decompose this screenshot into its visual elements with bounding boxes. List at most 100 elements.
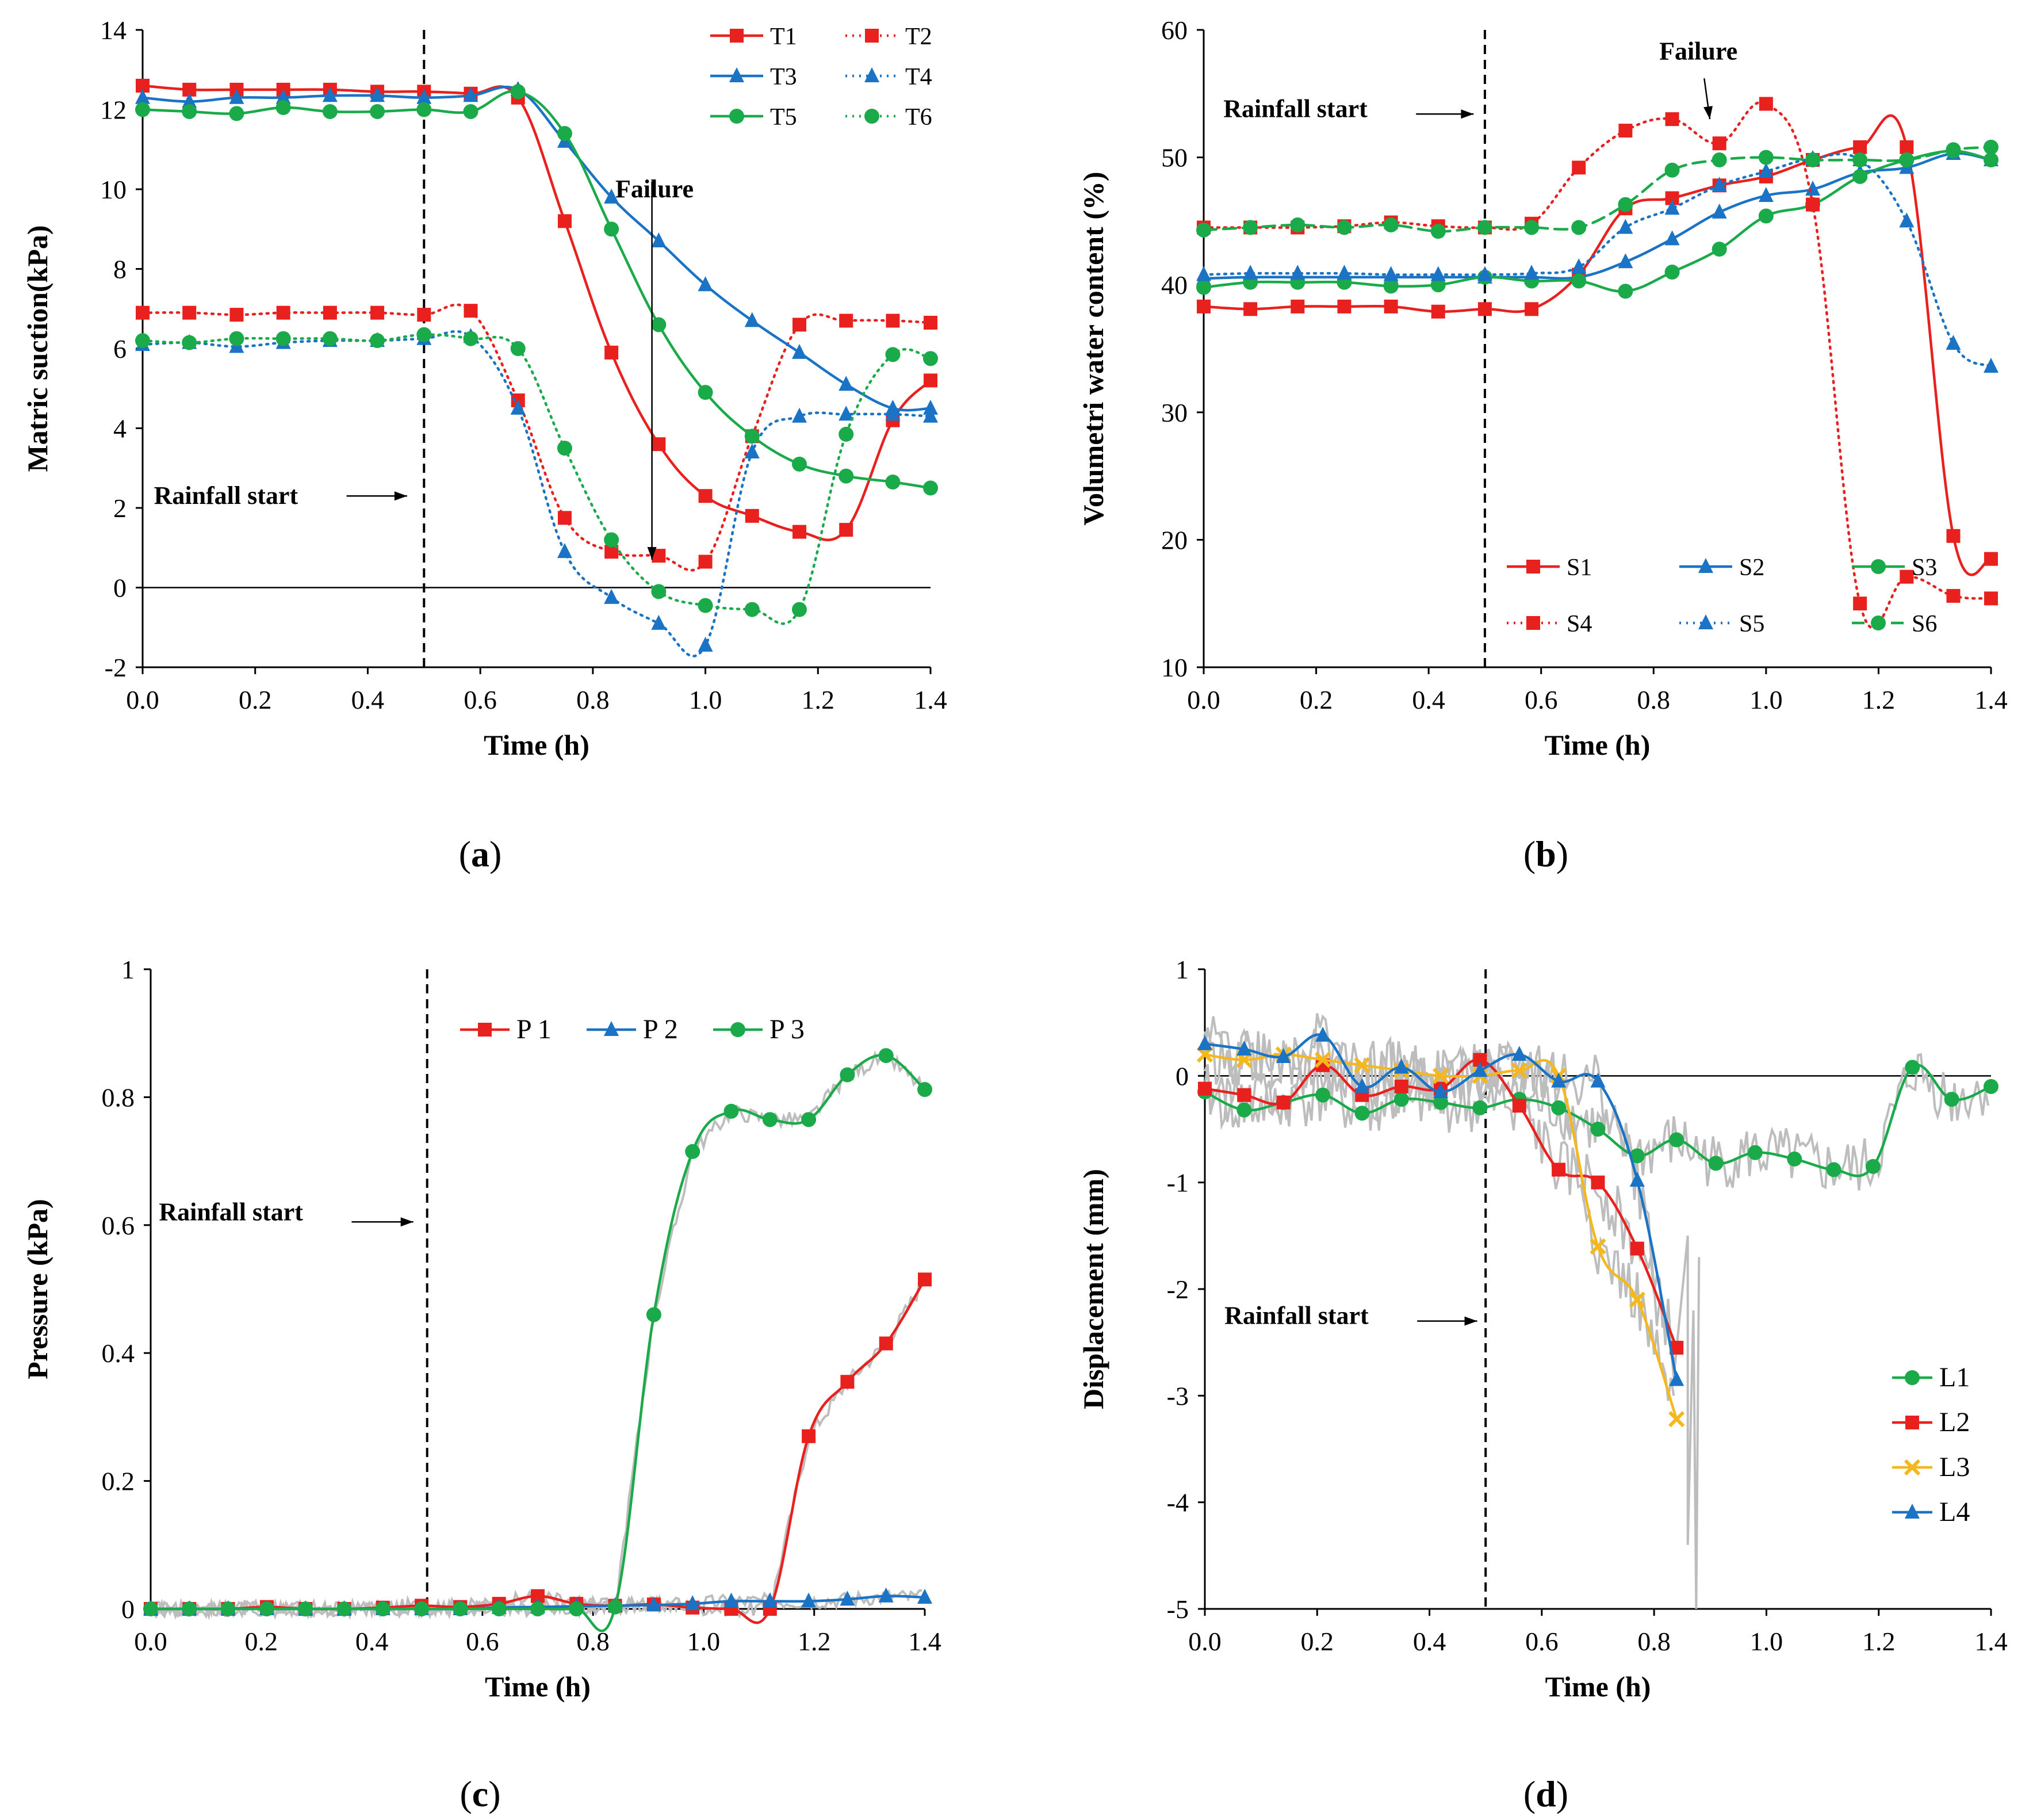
legend-marker-t2 <box>865 29 879 43</box>
data-point-s3 <box>1571 273 1587 289</box>
legend-marker-t5 <box>729 109 744 124</box>
series-s6 <box>1196 139 1998 239</box>
data-point-l1 <box>1590 1122 1606 1137</box>
x-tick-label: 0.2 <box>1300 685 1333 714</box>
x-tick-label: 0.6 <box>1525 1627 1559 1656</box>
data-point-p3 <box>220 1601 236 1616</box>
series-t3 <box>135 81 938 415</box>
data-point-s1 <box>1384 299 1398 313</box>
data-point-s4 <box>1665 112 1679 127</box>
data-point-l3 <box>1432 1068 1449 1084</box>
x-axis-title: Time (h) <box>1545 729 1651 761</box>
data-point-t2 <box>886 313 900 328</box>
legend-marker-s5 <box>1698 614 1713 629</box>
data-point-t2 <box>370 305 385 320</box>
data-point-s6 <box>1430 224 1446 239</box>
data-point-s5 <box>1383 266 1399 281</box>
y-axis-title: Matric suction(kPa) <box>21 225 53 472</box>
legend-label-s4: S4 <box>1567 611 1592 637</box>
data-point-t3 <box>744 312 760 327</box>
data-point-s4 <box>1946 588 1961 603</box>
data-point-s6 <box>1524 220 1540 235</box>
panel-label-letter: c <box>472 1773 488 1814</box>
annotation-arrow-head <box>400 1217 414 1227</box>
legend-label-s6: S6 <box>1912 611 1937 637</box>
data-point-l3-stroke-2 <box>1590 1238 1606 1255</box>
data-point-t3 <box>923 399 938 415</box>
data-point-t4 <box>651 614 667 630</box>
data-point-t6 <box>510 341 526 356</box>
x-tick-label: 0.8 <box>1637 685 1671 714</box>
data-point-p3 <box>298 1601 313 1616</box>
y-axis-title: Pressure (kPa) <box>21 1199 53 1379</box>
panel-label: (c) <box>460 1773 500 1814</box>
data-point-s3 <box>1383 278 1399 294</box>
data-point-t5 <box>557 126 572 142</box>
data-point-t4 <box>885 406 901 421</box>
data-point-t5 <box>604 221 619 237</box>
data-point-s1 <box>1431 304 1445 319</box>
legend-label-p2: P 2 <box>643 1014 678 1045</box>
annotation-arrow-head <box>394 491 407 501</box>
data-point-l2 <box>1591 1175 1605 1190</box>
x-tick-label: 1.0 <box>687 1627 721 1656</box>
data-point-p3 <box>607 1599 623 1615</box>
data-point-s4 <box>1900 569 1914 584</box>
y-axis-title: Volumetri water content (%) <box>1077 171 1109 525</box>
x-tick-label: 1.4 <box>1974 685 2008 714</box>
legend-marker-s2 <box>1698 558 1713 573</box>
y-tick-label: 30 <box>1161 398 1188 427</box>
data-point-t6 <box>370 333 385 349</box>
data-point-l3 <box>1590 1238 1606 1255</box>
data-point-p3 <box>801 1112 817 1127</box>
y-tick-label: 50 <box>1161 143 1188 173</box>
data-point-t5 <box>510 84 526 100</box>
data-point-t6 <box>135 333 150 349</box>
data-point-t2 <box>229 308 244 322</box>
series-t6 <box>135 327 938 625</box>
data-point-p2 <box>646 1596 661 1612</box>
data-point-l4 <box>1472 1062 1488 1077</box>
data-point-t5 <box>839 468 854 484</box>
data-point-s2 <box>1664 230 1680 246</box>
data-point-l4 <box>1590 1072 1606 1088</box>
data-point-p3 <box>685 1144 700 1159</box>
data-point-s5 <box>1430 266 1446 281</box>
data-point-t6 <box>923 351 938 366</box>
data-point-t1 <box>652 437 666 452</box>
data-point-t6 <box>275 331 291 346</box>
data-point-l2 <box>1512 1099 1526 1113</box>
data-point-t4 <box>510 399 526 415</box>
legend: S1 S2 S3 S4 S5 S6 <box>1507 555 1937 637</box>
data-point-p1 <box>840 1375 855 1389</box>
x-tick-label: 0.6 <box>466 1627 499 1656</box>
y-tick-label: 14 <box>100 16 127 45</box>
data-point-s1 <box>1243 302 1258 316</box>
data-point-s6 <box>1477 220 1492 235</box>
panel-d-displacement-chart: 0.0 0.2 0.4 0.6 0.8 1.0 1.2 1.4 -5 -4 -3 -2 -1 0 1 Time… <box>1077 955 2008 1814</box>
data-point-s2 <box>1758 187 1774 202</box>
data-point-l1 <box>1826 1162 1841 1177</box>
data-point-l1 <box>1944 1092 1959 1107</box>
data-point-p2 <box>917 1588 932 1604</box>
data-point-s1 <box>1477 302 1492 316</box>
data-point-t4 <box>698 636 713 652</box>
data-point-p3 <box>878 1048 894 1064</box>
panel-label-close: ) <box>489 833 501 874</box>
data-point-t1 <box>745 508 759 523</box>
y-tick-label: -5 <box>1167 1595 1189 1624</box>
data-point-s2 <box>1618 253 1633 269</box>
annotation-arrow-head <box>1464 1316 1477 1326</box>
data-point-t5 <box>923 480 938 496</box>
x-tick-label: 0.4 <box>351 685 385 714</box>
panel-label-letter: b <box>1536 833 1556 874</box>
data-point-t3 <box>275 89 291 104</box>
data-point-p3 <box>453 1601 468 1616</box>
y-tick-label: 0 <box>113 573 127 603</box>
x-tick-label: 0.8 <box>576 685 610 714</box>
data-point-s1 <box>1984 552 1998 566</box>
data-point-t2 <box>924 315 937 330</box>
data-point-t5 <box>416 102 432 117</box>
panel-label-open: ( <box>1523 833 1536 874</box>
data-point-p3 <box>569 1601 584 1616</box>
